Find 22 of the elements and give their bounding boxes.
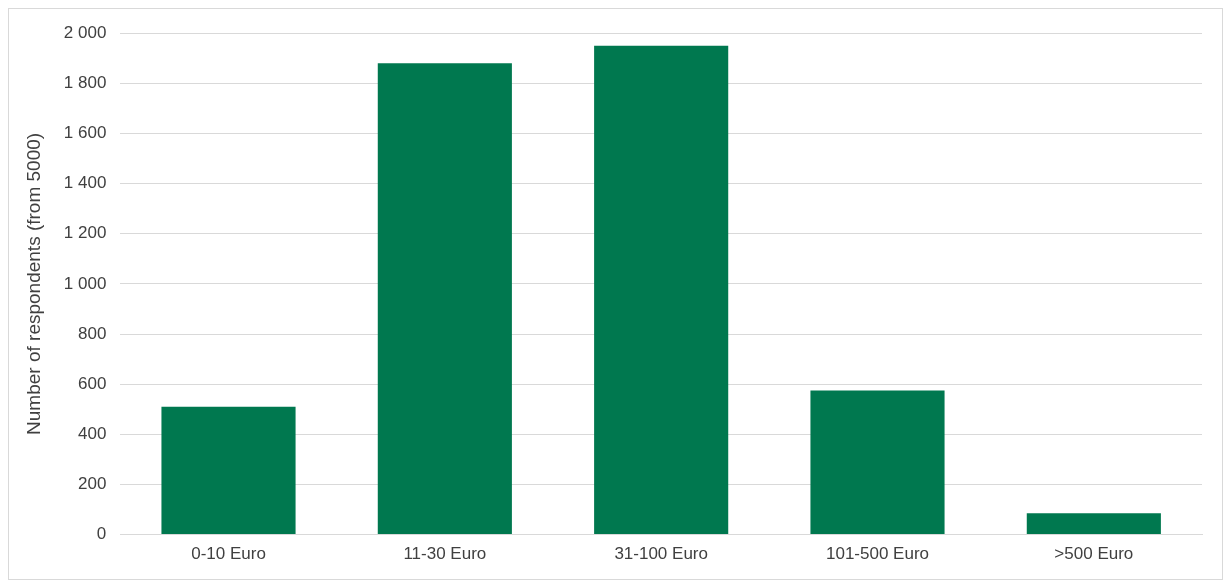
y-tick-label: 400 — [77, 424, 107, 444]
bar — [594, 45, 729, 535]
x-tick-label: >500 Euro — [1054, 544, 1134, 564]
bar — [1026, 513, 1161, 535]
y-tick-label: 2 000 — [63, 22, 107, 42]
y-axis-title: Number of respondents (from 5000) — [22, 132, 44, 435]
x-tick-label: 31-100 Euro — [614, 544, 708, 564]
y-tick-label: 1 800 — [63, 73, 107, 93]
bar — [810, 390, 945, 535]
y-tick-label: 1 000 — [63, 273, 107, 293]
y-tick-label: 200 — [77, 474, 107, 494]
x-tick-label: 11-30 Euro — [403, 544, 487, 564]
x-tick-label: 101-500 Euro — [825, 544, 930, 564]
bar — [377, 63, 512, 535]
y-tick-label: 1 600 — [63, 123, 107, 143]
y-tick-label: 1 400 — [63, 173, 107, 193]
bar — [161, 406, 296, 535]
x-tick-label: 0-10 Euro — [191, 544, 266, 564]
y-tick-label: 600 — [77, 373, 107, 393]
y-tick-label: 800 — [77, 323, 107, 343]
y-tick-label: 1 200 — [63, 223, 107, 243]
y-tick-label: 0 — [96, 524, 107, 544]
